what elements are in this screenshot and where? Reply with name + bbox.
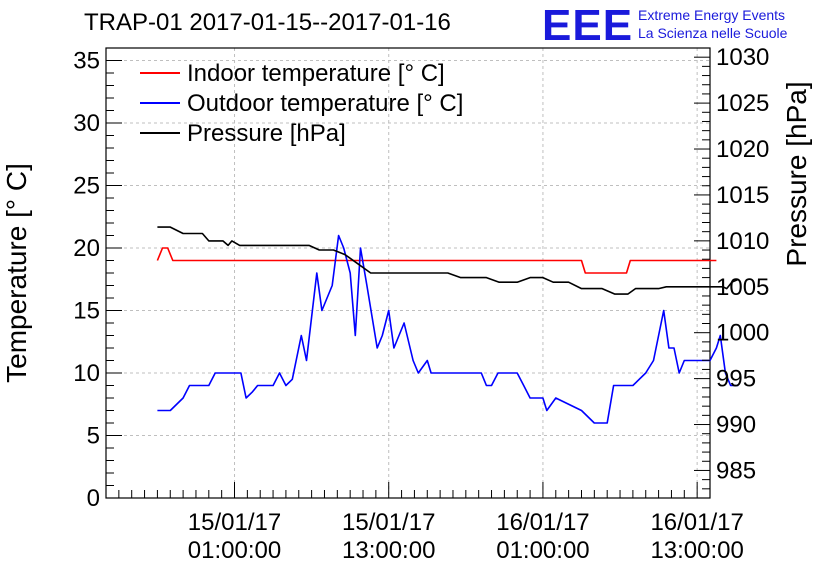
- left-tick-label: 30: [73, 110, 100, 137]
- x-tick-label-time: 13:00:00: [650, 537, 743, 564]
- right-tick-label: 1025: [716, 90, 769, 117]
- right-tick-label: 1030: [716, 44, 769, 71]
- right-tick-label: 1010: [716, 228, 769, 255]
- series-line-0: [156, 247, 717, 274]
- left-tick-label: 0: [87, 485, 100, 512]
- x-tick-label-time: 01:00:00: [188, 537, 281, 564]
- y-axis-left-title: Temperature [° C]: [1, 163, 32, 383]
- legend-label-1: Outdoor temperature [° C]: [187, 90, 463, 117]
- right-tick-label: 1005: [716, 274, 769, 301]
- left-tick-label: 5: [87, 423, 100, 450]
- x-tick-label-time: 13:00:00: [342, 537, 435, 564]
- legend-label-2: Pressure [hPa]: [187, 120, 346, 147]
- right-tick-label: 990: [716, 412, 756, 439]
- axes: 0510152025303598599099510001005101010151…: [73, 44, 769, 564]
- x-tick-label-date: 15/01/17: [342, 509, 435, 536]
- grid: [106, 48, 710, 498]
- left-tick-label: 25: [73, 173, 100, 200]
- y-axis-right-title: Pressure [hPa]: [781, 81, 812, 266]
- right-tick-label: 985: [716, 457, 756, 484]
- right-tick-label: 1020: [716, 136, 769, 163]
- right-tick-label: 1015: [716, 182, 769, 209]
- x-tick-label-time: 01:00:00: [496, 537, 589, 564]
- series-line-2: [157, 226, 739, 295]
- right-tick-label: 995: [716, 366, 756, 393]
- logo-subtitle-line1: Extreme Energy Events: [638, 7, 785, 23]
- x-tick-label-date: 16/01/17: [650, 509, 743, 536]
- series-lines: [156, 226, 739, 424]
- eee-logo: EEE Extreme Energy Events La Scienza nel…: [542, 1, 788, 50]
- series-line-1: [157, 234, 739, 424]
- legend-label-0: Indoor temperature [° C]: [187, 60, 445, 87]
- logo-subtitle-line2: La Scienza nelle Scuole: [638, 25, 788, 41]
- x-tick-label-date: 15/01/17: [188, 509, 281, 536]
- legend: Indoor temperature [° C] Outdoor temperat…: [140, 60, 463, 147]
- left-tick-label: 35: [73, 48, 100, 75]
- x-tick-label-date: 16/01/17: [496, 509, 589, 536]
- left-tick-label: 20: [73, 235, 100, 262]
- right-tick-label: 1000: [716, 320, 769, 347]
- left-tick-label: 10: [73, 360, 100, 387]
- left-tick-label: 15: [73, 298, 100, 325]
- eee-logo-text: EEE: [542, 1, 633, 50]
- chart-title: TRAP-01 2017-01-15--2017-01-16: [84, 9, 451, 36]
